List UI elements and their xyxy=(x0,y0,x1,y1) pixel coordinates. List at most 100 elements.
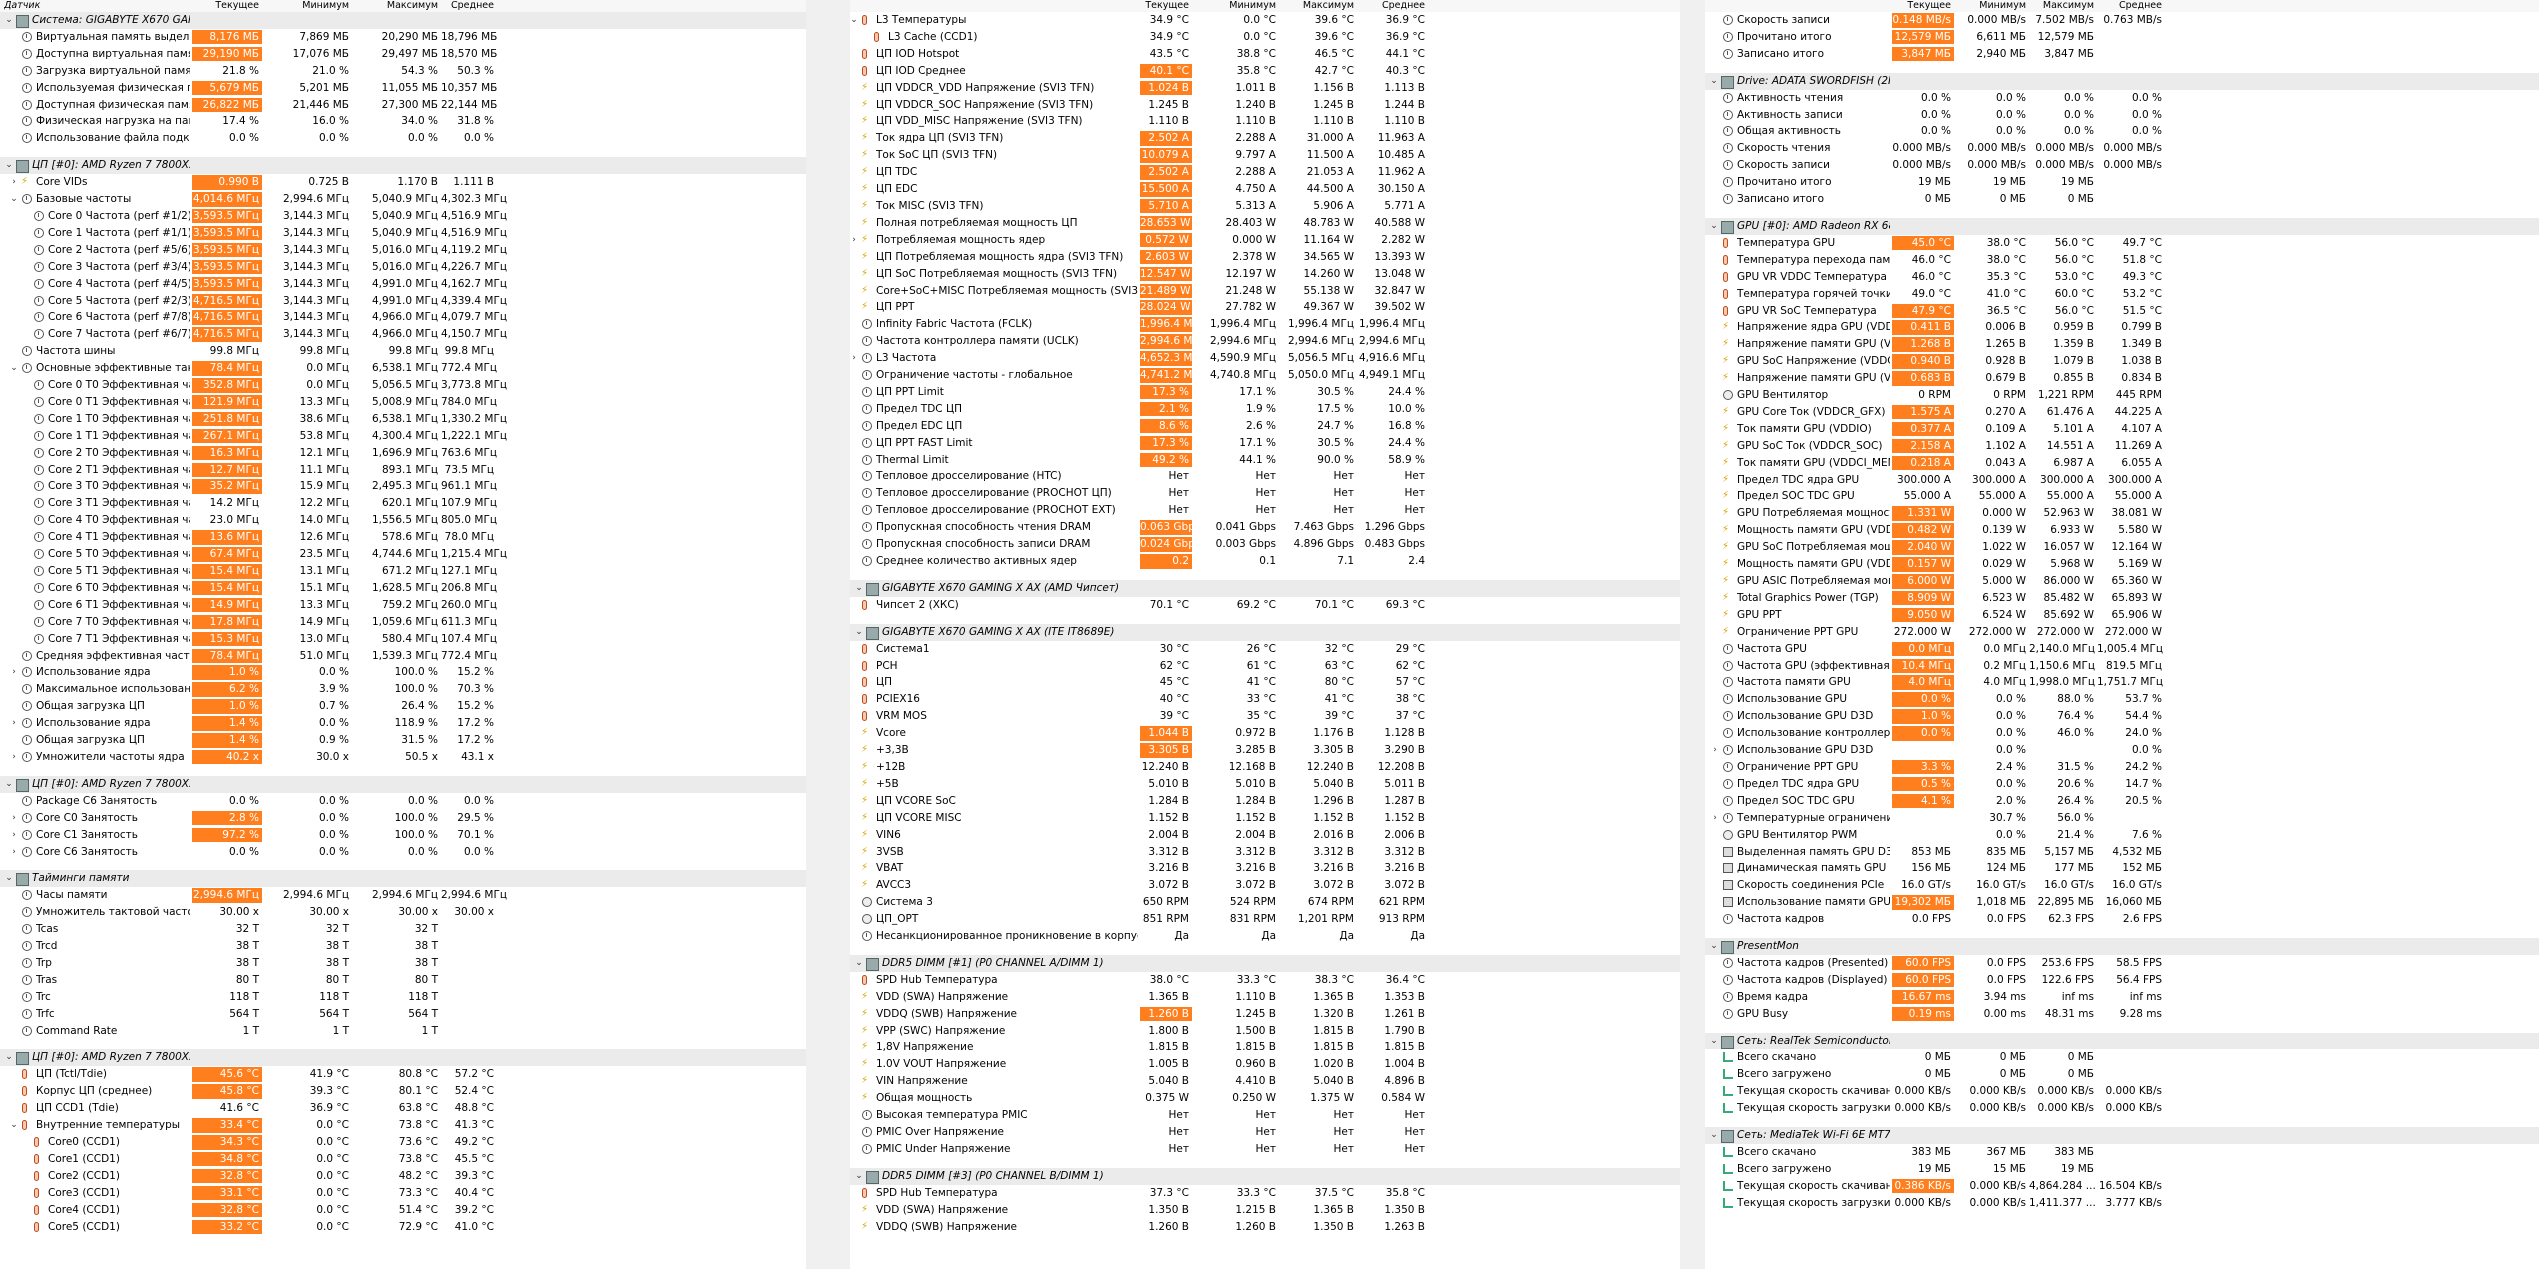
sensor-row[interactable]: Предел TDC ЦП 2.1 % 1.9 % 17.5 % 10.0 % xyxy=(850,401,1680,418)
expand-chevron-icon[interactable]: › xyxy=(12,846,16,857)
sensor-row[interactable]: Скорость записи 0.000 MB/s 0.000 MB/s 0.000… xyxy=(1705,157,2539,174)
sensor-row[interactable]: Текущая скорость загрузки 0.000 KB/s 0.000… xyxy=(1705,1100,2539,1117)
column-header[interactable]: Среднее xyxy=(2119,0,2162,11)
sensor-row[interactable]: ⌄ L3 Температуры 34.9 °C 0.0 °C 39.6 °C 36.9 … xyxy=(850,12,1680,29)
sensor-row[interactable]: Выделенная память GPU D3D 853 МБ 835 МБ 5,1… xyxy=(1705,844,2539,861)
sensor-row[interactable]: Core5 (CCD1) 33.2 °C 0.0 °C 72.9 °C 41.0 °C xyxy=(0,1219,806,1236)
sensor-row[interactable]: Прочитано итого 12,579 МБ 6,611 МБ 12,579 М… xyxy=(1705,29,2539,46)
sensor-row[interactable]: Среднее количество активных ядер 0.2 0.1 7.… xyxy=(850,553,1680,570)
expand-chevron-icon[interactable]: › xyxy=(12,812,16,823)
sensor-row[interactable]: GPU Потребляемая мощность ядра (VDDCR_GF… xyxy=(1705,505,2539,522)
collapse-chevron-icon[interactable]: ⌄ xyxy=(5,15,13,25)
sensor-row[interactable]: Загрузка виртуальной памяти 21.8 % 21.0 % 5… xyxy=(0,63,806,80)
sensor-row[interactable]: Core 4 T0 Эффективная частота 23.0 МГц 14.… xyxy=(0,512,806,529)
sensor-row[interactable]: Физическая нагрузка на память 17.4 % 16.0 … xyxy=(0,113,806,130)
sensor-row[interactable]: Частота GPU 0.0 МГц 0.0 МГц 2,140.0 МГц 1,00… xyxy=(1705,641,2539,658)
sensor-row[interactable]: Всего скачано 0 МБ 0 МБ 0 МБ xyxy=(1705,1049,2539,1066)
sensor-row[interactable]: Ток MISC (SVI3 TFN) 5.710 A 5.313 A 5.906 A… xyxy=(850,198,1680,215)
sensor-row[interactable]: 1.0V VOUT Напряжение 1.005 В 0.960 В 1.020 … xyxy=(850,1056,1680,1073)
sensor-row[interactable]: Общая загрузка ЦП 1.4 % 0.9 % 31.5 % 17.2 % xyxy=(0,732,806,749)
sensor-row[interactable]: ЦП VCORE SoC 1.284 В 1.284 В 1.296 В 1.287 В xyxy=(850,793,1680,810)
sensor-row[interactable]: Core 7 Частота (perf #6/7) 4,716.5 МГц 3,1… xyxy=(0,326,806,343)
sensor-row[interactable]: GPU SoC Потребляемая мощность (VDDCR_SOC… xyxy=(1705,539,2539,556)
sensor-row[interactable]: VPP (SWC) Напряжение 1.800 В 1.500 В 1.815 … xyxy=(850,1023,1680,1040)
collapse-chevron-icon[interactable]: ⌄ xyxy=(5,160,13,171)
sensor-row[interactable]: Температура горячей точки GPU 49.0 °C 41.0… xyxy=(1705,286,2539,303)
expand-chevron-icon[interactable]: › xyxy=(12,829,16,840)
sensor-group-header[interactable]: ⌄ Drive: ADATA SWORDFISH (2K252LAB1D29) xyxy=(1705,72,2539,90)
sensor-row[interactable]: Часы памяти 2,994.6 МГц 2,994.6 МГц 2,994.6… xyxy=(0,887,806,904)
sensor-row[interactable]: GPU Core Ток (VDDCR_GFX) 1.575 A 0.270 A 61… xyxy=(1705,404,2539,421)
sensor-row[interactable]: ЦП_ОРТ 851 RPM 831 RPM 1,201 RPM 913 RPM xyxy=(850,911,1680,928)
column-header[interactable]: Текущее xyxy=(1145,0,1189,11)
sensor-group-header[interactable]: ⌄ ЦП [#0]: AMD Ryzen 7 7800X3D xyxy=(0,157,806,175)
sensor-row[interactable]: +3,3В 3.305 В 3.285 В 3.305 В 3.290 В xyxy=(850,742,1680,759)
sensor-row[interactable]: Ток SoC ЦП (SVI3 TFN) 10.079 A 9.797 A 11.5… xyxy=(850,147,1680,164)
sensor-row[interactable]: Скорость соединения PCIe 16.0 GT/s 16.0 GT… xyxy=(1705,877,2539,894)
collapse-chevron-icon[interactable]: ⌄ xyxy=(5,1052,13,1063)
sensor-row[interactable]: Core 0 T0 Эффективная частота352.8 МГц 0.… xyxy=(0,377,806,394)
expand-chevron-icon[interactable]: › xyxy=(12,751,16,762)
sensor-row[interactable]: Записано итого 3,847 МБ 2,940 МБ 3,847 МБ xyxy=(1705,46,2539,63)
sensor-row[interactable]: Command Rate 1 T 1 T 1 T xyxy=(0,1023,806,1040)
sensor-row[interactable]: Core+SoC+MISC Потребляемая мощность (SVI… xyxy=(850,283,1680,300)
sensor-row[interactable]: Система1 30 °C 26 °C 32 °C 29 °C xyxy=(850,641,1680,658)
sensor-row[interactable]: Thermal Limit 49.2 % 44.1 % 90.0 % 58.9 % xyxy=(850,452,1680,469)
column-header[interactable]: Максимум xyxy=(1302,0,1354,11)
sensor-row[interactable]: Core 2 T0 Эффективная частота16.3 МГц 12.… xyxy=(0,445,806,462)
sensor-row[interactable]: 1,8V Напряжение 1.815 В 1.815 В 1.815 В 1.81… xyxy=(850,1039,1680,1056)
sensor-row[interactable]: ЦП 45 °C 41 °C 80 °C 57 °C xyxy=(850,674,1680,691)
sensor-row[interactable]: Использование GPU 0.0 % 0.0 % 88.0 % 53.7 % xyxy=(1705,691,2539,708)
sensor-row[interactable]: ЦП VDD_MISC Напряжение (SVI3 TFN) 1.110 В… xyxy=(850,113,1680,130)
sensor-row[interactable]: Активность чтения 0.0 % 0.0 % 0.0 % 0.0 % xyxy=(1705,90,2539,107)
sensor-row[interactable]: › Температурные ограничения GPU 30.7 % 56.0… xyxy=(1705,810,2539,827)
sensor-row[interactable]: Core 0 Частота (perf #1/2) 3,593.5 МГц 3,1… xyxy=(0,208,806,225)
sensor-row[interactable]: Корпус ЦП (среднее) 45.8 °C 39.3 °C 80.1 °C… xyxy=(0,1083,806,1100)
column-header[interactable]: Максимум xyxy=(386,0,438,11)
sensor-row[interactable]: Trcd 38 T 38 T 38 T xyxy=(0,938,806,955)
sensor-row[interactable]: Предел EDC ЦП 8.6 % 2.6 % 24.7 % 16.8 % xyxy=(850,418,1680,435)
sensor-row[interactable]: Мощность памяти GPU (VDDCI_MEM)0.157 W 0.… xyxy=(1705,556,2539,573)
sensor-row[interactable]: Температура GPU 45.0 °C 38.0 °C 56.0 °C 49.7… xyxy=(1705,235,2539,252)
sensor-row[interactable]: GPU SoC Напряжение (VDDCR_SOC)0.940 В 0.9… xyxy=(1705,353,2539,370)
sensor-row[interactable]: Core 6 T0 Эффективная частота15.4 МГц 15.… xyxy=(0,580,806,597)
sensor-row[interactable]: Core3 (CCD1) 33.1 °C 0.0 °C 73.3 °C 40.4 °C xyxy=(0,1185,806,1202)
sensor-row[interactable]: Несанкционированное проникновение в корп… xyxy=(850,928,1680,945)
sensor-row[interactable]: ЦП TDC 2.502 A 2.288 A 21.053 A 11.962 A xyxy=(850,164,1680,181)
sensor-row[interactable]: Ограничение частоты - глобальное 4,741.2 … xyxy=(850,367,1680,384)
sensor-group-header[interactable]: ⌄ PresentMon xyxy=(1705,938,2539,955)
sensor-row[interactable]: GPU Вентилятор 0 RPM 0 RPM 1,221 RPM 445 RPM xyxy=(1705,387,2539,404)
sensor-row[interactable]: ЦП VCORE MISC 1.152 В 1.152 В 1.152 В 1.152 … xyxy=(850,810,1680,827)
sensor-row[interactable]: PMIC Under Напряжение Нет Нет Нет Нет xyxy=(850,1141,1680,1158)
sensor-row[interactable]: ЦП EDC 15.500 A 4.750 A 44.500 A 30.150 A xyxy=(850,181,1680,198)
sensor-row[interactable]: ЦП (Tctl/Tdie) 45.6 °C 41.9 °C 80.8 °C 57.2 … xyxy=(0,1066,806,1083)
sensor-row[interactable]: Пропускная способность чтения DRAM 0.063 … xyxy=(850,519,1680,536)
sensor-row[interactable]: Infinity Fabric Частота (FCLK) 1,996.4 МГ… xyxy=(850,316,1680,333)
expand-chevron-icon[interactable]: › xyxy=(1713,812,1717,823)
sensor-row[interactable]: Core 5 T1 Эффективная частота15.4 МГц 13.… xyxy=(0,563,806,580)
sensor-row[interactable]: Всего загружено 19 МБ 15 МБ 19 МБ xyxy=(1705,1161,2539,1178)
collapse-chevron-icon[interactable]: ⌄ xyxy=(1710,75,1718,86)
column-header[interactable]: Текущее xyxy=(1907,0,1951,11)
sensor-row[interactable]: VDD (SWA) Напряжение 1.350 В 1.215 В 1.365 … xyxy=(850,1202,1680,1219)
sensor-row[interactable]: Частота кадров (Displayed) 60.0 FPS 0.0 FP… xyxy=(1705,972,2539,989)
sensor-row[interactable]: +5В 5.010 В 5.010 В 5.040 В 5.011 В xyxy=(850,776,1680,793)
sensor-row[interactable]: Частота GPU (эффективная) 10.4 МГц 0.2 МГц… xyxy=(1705,658,2539,675)
sensor-row[interactable]: GPU PPT 9.050 W 6.524 W 85.692 W 65.906 W xyxy=(1705,607,2539,624)
sensor-row[interactable]: Полная потребляемая мощность ЦП 28.653 W 2… xyxy=(850,215,1680,232)
expand-chevron-icon[interactable]: › xyxy=(12,667,16,678)
sensor-row[interactable]: Предел SOC TDC GPU 4.1 % 2.0 % 26.4 % 20.5 % xyxy=(1705,793,2539,810)
sensor-row[interactable]: Доступна виртуальная память 29,190 МБ 17,0… xyxy=(0,46,806,63)
sensor-row[interactable]: VDD (SWA) Напряжение 1.365 В 1.110 В 1.365 … xyxy=(850,989,1680,1006)
sensor-group-header[interactable]: ⌄ GPU [#0]: AMD Radeon RX 6800 XT xyxy=(1705,217,2539,235)
collapse-chevron-icon[interactable]: ⌄ xyxy=(10,1120,18,1131)
sensor-row[interactable]: Core 4 T1 Эффективная частота13.6 МГц 12.… xyxy=(0,529,806,546)
sensor-group-header[interactable]: ⌄ Система: GIGABYTE X670 GAMING X AX xyxy=(0,12,806,29)
sensor-row[interactable]: › Core C0 Занятость 2.8 % 0.0 % 100.0 % 29.5 … xyxy=(0,810,806,827)
collapse-chevron-icon[interactable]: ⌄ xyxy=(1710,1035,1718,1046)
sensor-row[interactable]: ЦП IOD Hotspot 43.5 °C 38.8 °C 46.5 °C 44.1 … xyxy=(850,46,1680,63)
sensor-row[interactable]: VDDQ (SWB) Напряжение 1.260 В 1.260 В 1.350… xyxy=(850,1219,1680,1236)
sensor-row[interactable]: SPD Hub Температура 37.3 °C 33.3 °C 37.5 °C… xyxy=(850,1185,1680,1202)
collapse-chevron-icon[interactable]: ⌄ xyxy=(855,957,863,968)
column-header[interactable]: Минимум xyxy=(1229,0,1276,11)
